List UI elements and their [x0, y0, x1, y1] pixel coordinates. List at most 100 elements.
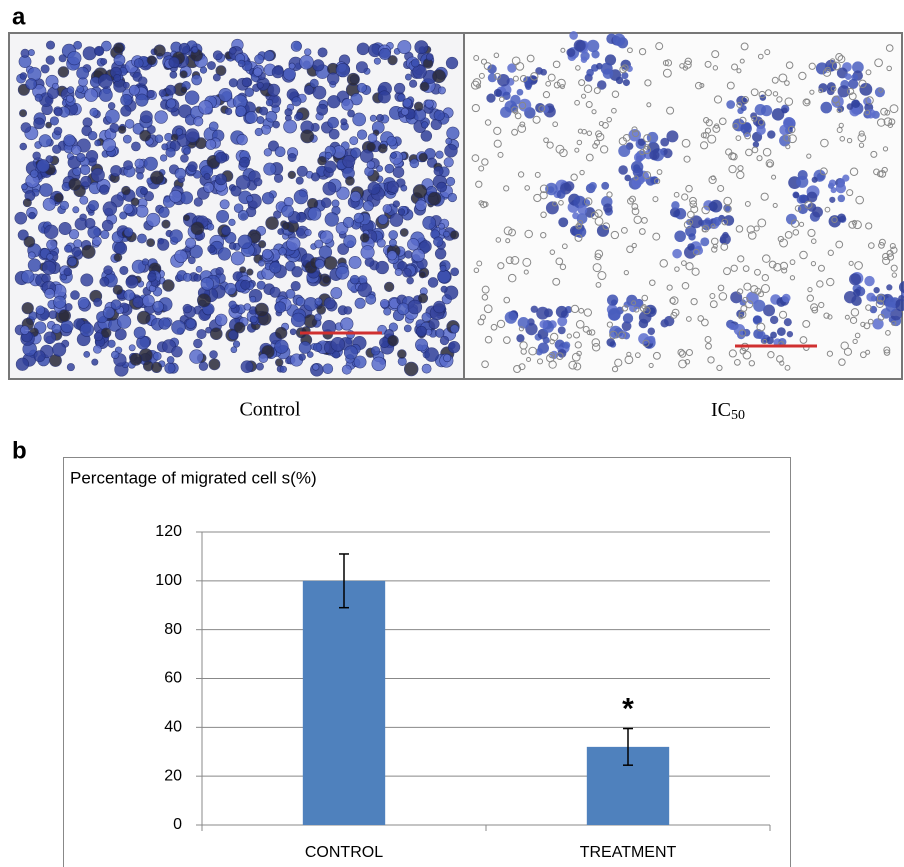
cell — [355, 61, 368, 74]
cell — [328, 128, 340, 140]
cell — [232, 340, 241, 348]
cell — [113, 54, 126, 66]
cell — [444, 143, 458, 158]
cell-ring — [684, 57, 692, 66]
cell — [46, 40, 55, 50]
cell-ring — [750, 285, 759, 294]
cell-ring — [518, 326, 524, 332]
cell-ring — [709, 292, 716, 299]
cell-ring — [517, 171, 525, 178]
cell-ring — [865, 349, 871, 355]
cell-ring — [890, 246, 898, 254]
cell — [100, 58, 108, 66]
cell-ring — [597, 271, 607, 281]
cell — [60, 273, 68, 281]
cell — [672, 248, 682, 259]
cell-ring — [808, 62, 816, 70]
cell — [859, 82, 873, 96]
cell — [198, 100, 213, 115]
cell — [291, 96, 302, 107]
cell — [215, 65, 227, 76]
cell-ring — [577, 128, 583, 134]
cell-ring — [823, 312, 830, 319]
cell-ring — [889, 243, 896, 250]
cell — [285, 289, 296, 299]
cell-ring — [558, 199, 564, 206]
cell — [185, 128, 200, 143]
cell-ring — [826, 277, 835, 287]
cell-ring — [831, 95, 840, 104]
cell — [40, 64, 50, 74]
cell-ring — [652, 351, 661, 360]
cell — [350, 191, 362, 203]
cell — [64, 303, 73, 312]
cell — [291, 266, 303, 278]
cell — [586, 39, 600, 53]
cell-ring — [742, 296, 749, 303]
cell — [123, 203, 134, 214]
cell — [392, 166, 405, 178]
cell — [161, 143, 169, 151]
cell — [100, 230, 110, 240]
cell — [580, 56, 588, 63]
cell — [440, 285, 448, 293]
cell — [886, 284, 893, 291]
cell — [384, 163, 395, 174]
cell — [517, 316, 530, 329]
cell — [275, 326, 288, 340]
cell — [128, 84, 140, 96]
cell — [397, 40, 412, 55]
cell-ring — [738, 329, 746, 337]
cell — [111, 350, 120, 360]
cell-ring — [659, 259, 668, 268]
cell — [666, 130, 679, 143]
cell-ring — [721, 218, 729, 226]
cell — [77, 297, 90, 309]
cell — [418, 152, 428, 163]
cell-ring — [495, 237, 502, 243]
cell-ring — [737, 288, 744, 295]
cell — [182, 272, 192, 282]
cell — [332, 350, 341, 359]
cell — [235, 105, 247, 117]
cell-ring — [570, 173, 578, 181]
cell — [228, 329, 239, 340]
cell — [439, 335, 450, 346]
cell-ring — [789, 259, 796, 266]
cell — [449, 230, 460, 240]
cell-ring — [478, 165, 485, 172]
cell-ring — [497, 151, 504, 158]
cell — [403, 324, 412, 333]
cell — [369, 114, 377, 122]
cell — [168, 56, 180, 69]
cell-ring — [583, 308, 593, 317]
cell — [409, 79, 418, 88]
cell-ring — [878, 241, 885, 249]
cell — [53, 107, 63, 117]
cell — [621, 72, 629, 80]
cell — [437, 269, 451, 284]
cell — [781, 293, 791, 303]
cell-ring — [848, 220, 857, 229]
cell — [433, 109, 445, 121]
cell — [898, 295, 904, 302]
cell — [377, 214, 389, 225]
cell — [376, 238, 386, 248]
cell-ring — [524, 185, 530, 191]
cell — [486, 93, 496, 103]
cell — [63, 134, 76, 147]
cell-ring — [746, 225, 755, 234]
cell-ring — [756, 322, 766, 332]
cell-ring — [802, 319, 811, 328]
cell — [415, 325, 427, 337]
cell — [348, 256, 362, 269]
cell — [322, 363, 334, 375]
cell — [212, 73, 221, 82]
cell — [273, 173, 284, 183]
cell-ring — [732, 122, 739, 130]
cell-ring — [624, 355, 634, 365]
cell — [119, 265, 129, 275]
cell — [208, 121, 219, 132]
cell-ring — [730, 264, 738, 272]
cell-ring — [771, 76, 779, 84]
